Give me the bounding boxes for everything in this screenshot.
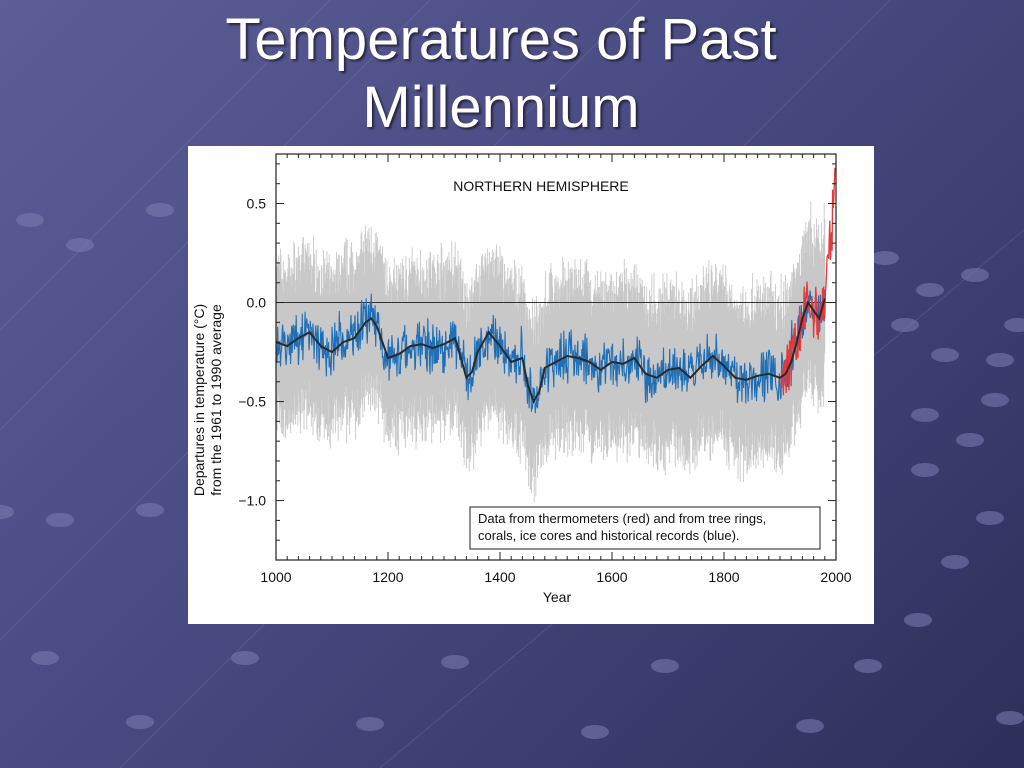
- decor-dot: [891, 318, 919, 332]
- y-tick-label: −0.5: [238, 394, 266, 410]
- y-tick-label: −1.0: [238, 493, 266, 509]
- x-axis-title: Year: [543, 589, 572, 605]
- decor-dot: [904, 613, 932, 627]
- chart-card: 1000 1200 1400 1600 1800 2000 0.5 0.0 −0.5 −1.0 N…: [188, 146, 874, 624]
- y-tick-label: 0.5: [247, 196, 267, 212]
- decor-dot: [136, 503, 164, 517]
- x-tick-label: 2000: [820, 569, 851, 585]
- decor-dot: [981, 393, 1009, 407]
- x-tick-label: 1400: [484, 569, 515, 585]
- y-tick-label: 0.0: [247, 295, 267, 311]
- decor-dot: [911, 408, 939, 422]
- decor-dot: [31, 651, 59, 665]
- decor-dot: [986, 353, 1014, 367]
- axis-ticks: 1000 1200 1400 1600 1800 2000 0.5 0.0 −0.5 −1.0: [238, 154, 852, 585]
- decor-dot: [931, 348, 959, 362]
- slide-title: Temperatures of Past Millennium: [0, 6, 1002, 142]
- x-tick-label: 1800: [708, 569, 739, 585]
- decor-dot: [46, 513, 74, 527]
- x-tick-label: 1000: [260, 569, 291, 585]
- decor-dot: [796, 719, 824, 733]
- decor-dot: [16, 213, 44, 227]
- decor-dot: [916, 283, 944, 297]
- decor-dot: [0, 505, 14, 519]
- proxy-series: [275, 286, 826, 414]
- decor-dot: [956, 433, 984, 447]
- decor-dot: [126, 715, 154, 729]
- x-tick-label: 1200: [372, 569, 403, 585]
- decor-dot: [146, 203, 174, 217]
- decor-dot: [871, 251, 899, 265]
- slide-title-line-1: Temperatures of Past: [225, 7, 777, 72]
- decor-dot: [231, 651, 259, 665]
- decor-dot: [66, 238, 94, 252]
- decor-dot: [976, 511, 1004, 525]
- temperature-chart: 1000 1200 1400 1600 1800 2000 0.5 0.0 −0.5 −1.0 N…: [191, 153, 852, 605]
- annotation-line-2: corals, ice cores and historical records…: [478, 528, 740, 543]
- decor-line: [0, 0, 331, 331]
- decor-dot: [854, 659, 882, 673]
- decor-dot: [581, 725, 609, 739]
- x-tick-label: 1600: [596, 569, 627, 585]
- y-axis-title-line-2: from the 1961 to 1990 average: [208, 304, 224, 496]
- smoothed-series-line: [275, 298, 826, 405]
- decor-dot: [651, 659, 679, 673]
- decor-dot: [441, 655, 469, 669]
- annotation-box: [469, 506, 821, 550]
- proxy-series-line: [275, 286, 826, 414]
- decor-dot: [356, 717, 384, 731]
- decor-dot: [941, 555, 969, 569]
- annotation-line-1: Data from thermometers (red) and from tr…: [478, 511, 766, 526]
- y-axis-title-line-1: Departures in temperature (°C): [191, 304, 207, 496]
- decor-dot: [911, 463, 939, 477]
- decor-dot: [1004, 318, 1024, 332]
- slide-title-line-2: Millennium: [362, 75, 640, 140]
- chart-title: NORTHERN HEMISPHERE: [453, 178, 629, 194]
- decor-dot: [996, 711, 1024, 725]
- decor-dot: [961, 268, 989, 282]
